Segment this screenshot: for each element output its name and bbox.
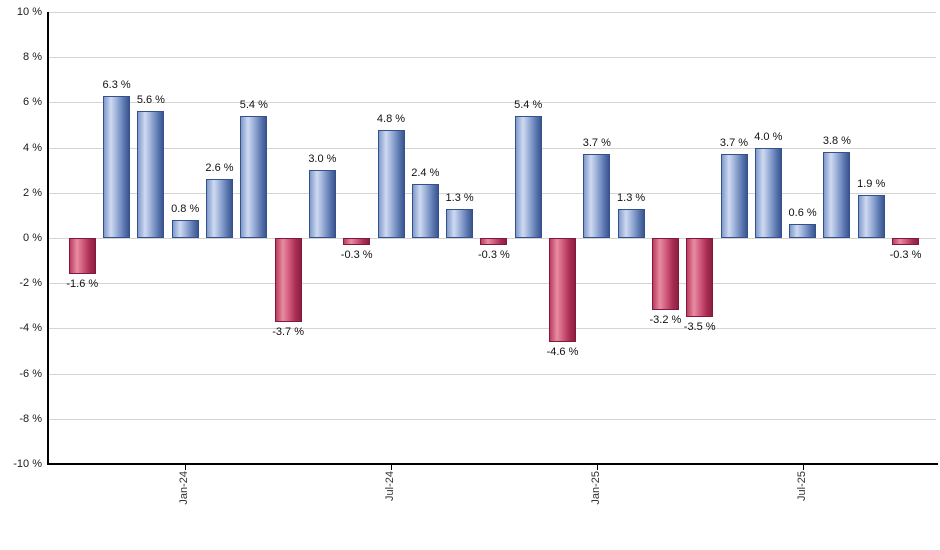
y-axis-label: -4 %	[19, 322, 42, 335]
bar-value-label: -4.6 %	[546, 345, 579, 358]
x-axis-label: Jul-25	[795, 471, 808, 501]
y-axis-label: -8 %	[19, 412, 42, 425]
bar-positive	[103, 95, 131, 238]
bar-positive	[823, 152, 851, 238]
bar-value-label: 4.8 %	[376, 112, 406, 125]
bar-value-label: 1.3 %	[445, 191, 474, 204]
bar-positive	[137, 111, 165, 238]
y-axis-label: -10 %	[13, 458, 42, 470]
bar-negative	[274, 238, 302, 322]
gridline	[48, 147, 936, 149]
bar-negative	[549, 238, 576, 342]
bar-negative	[480, 238, 508, 245]
gridline	[48, 12, 936, 13]
y-axis-label: 0 %	[23, 232, 42, 244]
y-axis-label: -6 %	[19, 367, 42, 380]
x-axis-line	[47, 463, 938, 465]
bar-positive	[377, 129, 405, 238]
x-axis-tick	[596, 464, 598, 470]
bar-value-label: 0.8 %	[171, 202, 200, 215]
bar-value-label: 3.7 %	[582, 137, 611, 150]
bar-value-label: 1.9 %	[857, 178, 886, 191]
bar-positive	[171, 219, 199, 238]
gridline	[48, 328, 936, 330]
bar-positive	[514, 115, 542, 238]
bar-negative	[686, 238, 714, 318]
bar-positive	[206, 179, 233, 238]
x-axis-label: Jan-24	[178, 471, 191, 505]
x-axis-label: Jan-25	[589, 471, 602, 505]
y-axis-label: 6 %	[23, 96, 42, 109]
y-axis-line	[47, 12, 49, 464]
y-axis-label: 10 %	[16, 6, 42, 18]
x-axis-tick	[391, 464, 392, 470]
bar-value-label: 5.6 %	[136, 94, 165, 107]
bar-value-label: 0.6 %	[788, 207, 817, 220]
y-axis-label: 4 %	[23, 141, 42, 154]
bar-positive	[857, 195, 885, 238]
bar-value-label: 2.6 %	[205, 162, 234, 175]
bar-positive	[789, 224, 817, 238]
bar-value-label: -0.3 %	[340, 248, 373, 261]
bar-positive	[583, 154, 611, 238]
y-axis-label: -2 %	[19, 277, 42, 290]
x-axis-label: Jul-24	[384, 471, 396, 501]
bar-negative	[892, 238, 919, 245]
bar-value-label: 5.4 %	[514, 98, 543, 111]
bar-positive	[240, 115, 268, 238]
bar-negative	[651, 238, 679, 311]
gridline	[48, 102, 936, 104]
bar-value-label: 6.3 %	[102, 78, 131, 91]
gridline	[48, 283, 936, 285]
bar-positive	[446, 208, 474, 238]
y-axis-label: 8 %	[23, 51, 42, 64]
bar-value-label: -3.7 %	[272, 325, 304, 338]
bar-positive	[720, 154, 748, 238]
bar-value-label: -3.5 %	[683, 321, 716, 334]
bar-positive	[308, 170, 336, 238]
bar-value-label: 3.7 %	[719, 137, 749, 150]
bar-value-label: -3.2 %	[649, 314, 682, 327]
x-axis-tick	[802, 464, 804, 470]
bar-value-label: -0.3 %	[477, 248, 510, 261]
bar-negative	[68, 238, 96, 275]
y-axis-label: 2 %	[23, 186, 42, 199]
bar-value-label: 5.4 %	[239, 98, 268, 111]
gridline	[48, 418, 936, 420]
bar-value-label: 3.0 %	[308, 153, 337, 166]
bar-positive	[411, 183, 439, 238]
bar-value-label: 3.8 %	[822, 135, 851, 148]
x-axis-tick	[185, 464, 187, 470]
gridline	[48, 373, 936, 375]
bar-value-label: -0.3 %	[889, 248, 922, 261]
bar-positive	[617, 208, 645, 238]
gridline	[48, 57, 936, 59]
gridline	[48, 192, 936, 194]
bar-value-label: 2.4 %	[411, 166, 440, 179]
bar-positive	[754, 147, 782, 238]
bar-value-label: -1.6 %	[66, 278, 99, 291]
bar-negative	[343, 238, 371, 245]
bar-value-label: 1.3 %	[617, 191, 646, 204]
bar-value-label: 4.0 %	[754, 130, 783, 143]
